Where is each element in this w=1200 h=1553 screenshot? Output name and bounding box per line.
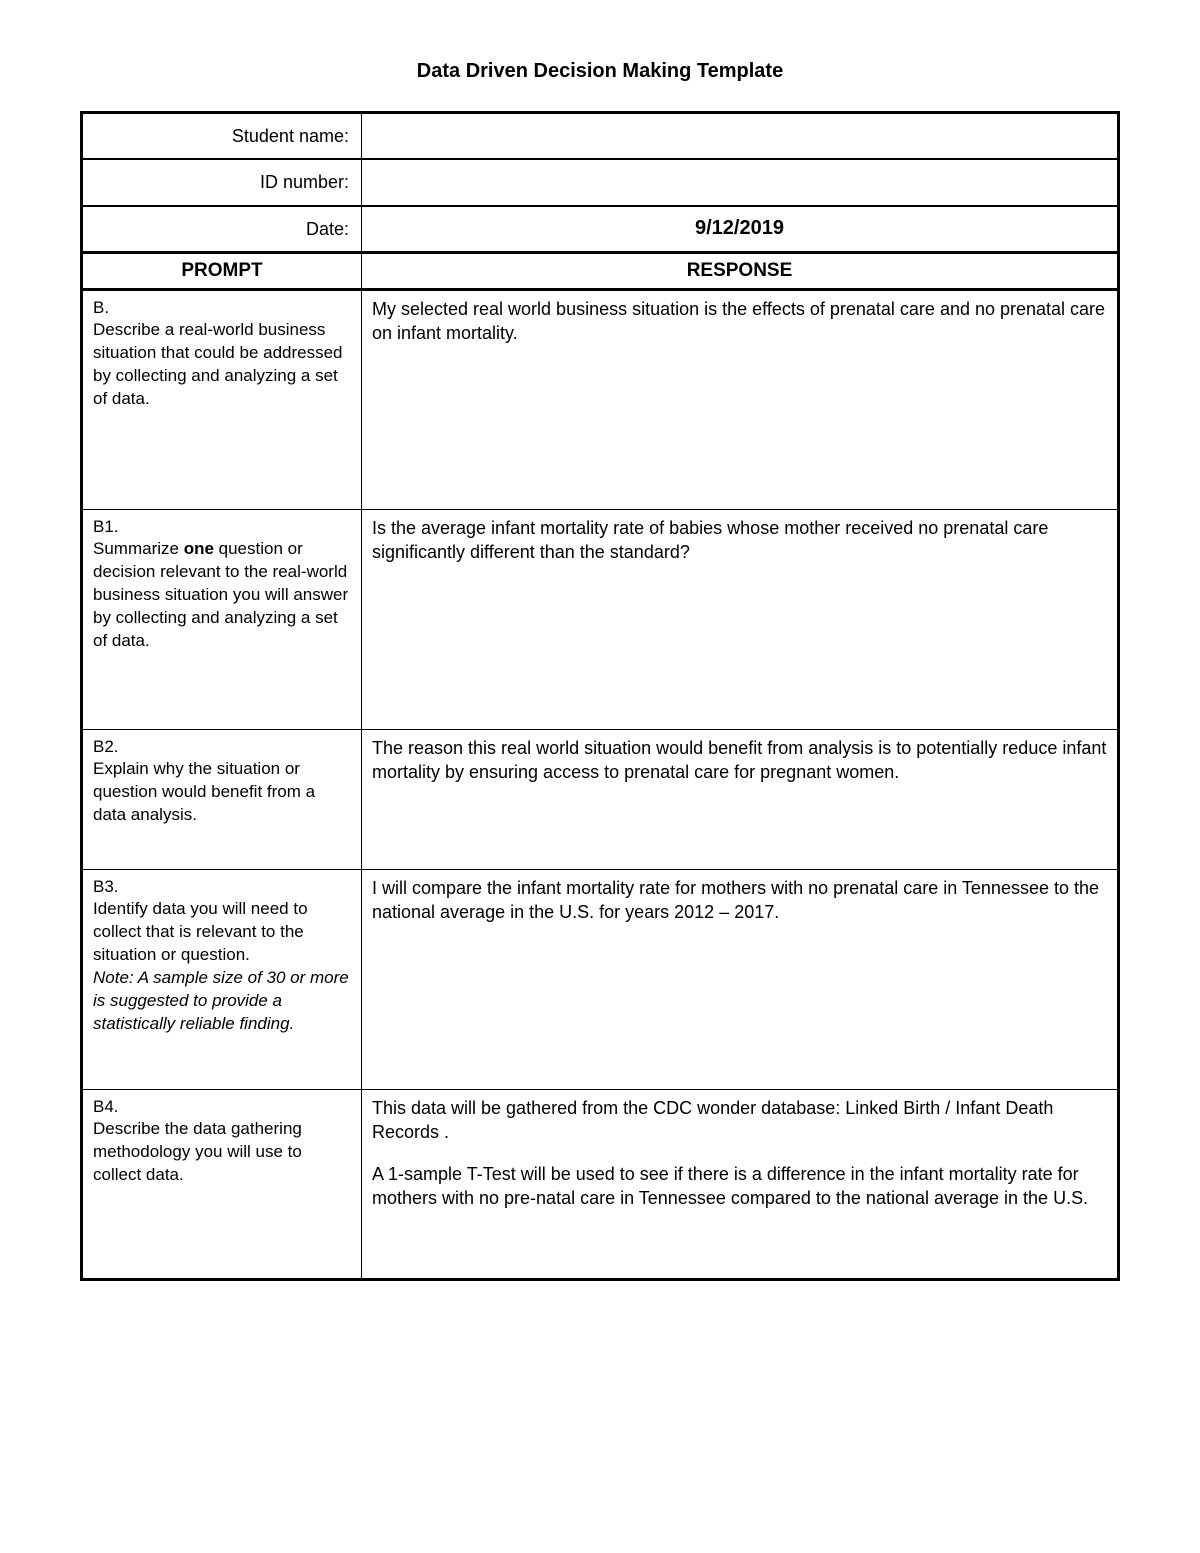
student-name-row: Student name: <box>82 113 1119 160</box>
row-b1: B1. Summarize one question or decision r… <box>82 509 1119 729</box>
row-b4: B4. Describe the data gathering methodol… <box>82 1089 1119 1279</box>
response-b2: The reason this real world situation wou… <box>361 729 1118 869</box>
row-b3: B3. Identify data you will need to colle… <box>82 869 1119 1089</box>
prompt-column-header: PROMPT <box>82 252 362 289</box>
prompt-id-b4: B4. <box>93 1096 351 1119</box>
prompt-b3: B3. Identify data you will need to colle… <box>82 869 362 1089</box>
prompt-b1: B1. Summarize one question or decision r… <box>82 509 362 729</box>
response-column-header: RESPONSE <box>361 252 1118 289</box>
response-b4: This data will be gathered from the CDC … <box>361 1089 1118 1279</box>
id-number-row: ID number: <box>82 159 1119 205</box>
date-row: Date: 9/12/2019 <box>82 206 1119 253</box>
date-value: 9/12/2019 <box>361 206 1118 253</box>
prompt-text-b3-main: Identify data you will need to collect t… <box>93 899 308 964</box>
prompt-text-b1-bold: one <box>184 539 214 558</box>
column-header-row: PROMPT RESPONSE <box>82 252 1119 289</box>
template-table: Student name: ID number: Date: 9/12/2019… <box>80 111 1120 1281</box>
prompt-b2: B2. Explain why the situation or questio… <box>82 729 362 869</box>
prompt-text-b4: Describe the data gathering methodology … <box>93 1119 302 1184</box>
response-b4-p1: This data will be gathered from the CDC … <box>372 1096 1107 1145</box>
student-name-label: Student name: <box>82 113 362 160</box>
row-b: B. Describe a real-world business situat… <box>82 289 1119 509</box>
id-number-label: ID number: <box>82 159 362 205</box>
prompt-id-b3: B3. <box>93 876 351 899</box>
prompt-b4: B4. Describe the data gathering methodol… <box>82 1089 362 1279</box>
response-b1: Is the average infant mortality rate of … <box>361 509 1118 729</box>
page-title: Data Driven Decision Making Template <box>80 60 1120 83</box>
date-label: Date: <box>82 206 362 253</box>
prompt-text-b3-note: Note: A sample size of 30 or more is sug… <box>93 968 349 1033</box>
response-b: My selected real world business situatio… <box>361 289 1118 509</box>
prompt-text-b1-pre: Summarize <box>93 539 184 558</box>
response-b3: I will compare the infant mortality rate… <box>361 869 1118 1089</box>
prompt-text-b: Describe a real-world business situation… <box>93 320 343 408</box>
student-name-value[interactable] <box>361 113 1118 160</box>
prompt-id-b2: B2. <box>93 736 351 759</box>
paragraph-spacer <box>372 1144 1107 1162</box>
prompt-text-b2: Explain why the situation or question wo… <box>93 759 315 824</box>
row-b2: B2. Explain why the situation or questio… <box>82 729 1119 869</box>
prompt-id-b: B. <box>93 297 351 320</box>
prompt-id-b1: B1. <box>93 516 351 539</box>
id-number-value[interactable] <box>361 159 1118 205</box>
prompt-b: B. Describe a real-world business situat… <box>82 289 362 509</box>
response-b4-p2: A 1-sample T-Test will be used to see if… <box>372 1162 1107 1211</box>
